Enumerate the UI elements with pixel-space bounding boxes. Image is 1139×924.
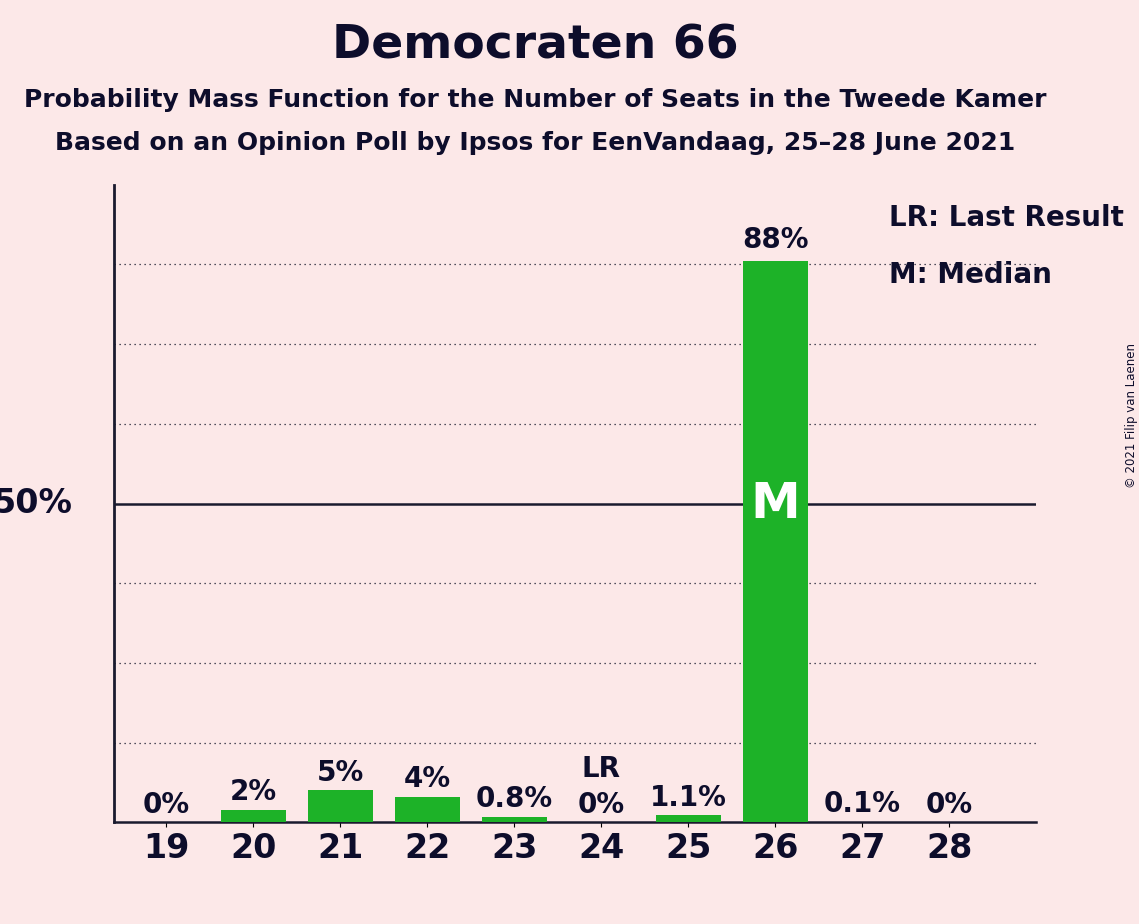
Text: 0.1%: 0.1%	[823, 790, 901, 818]
Bar	[743, 261, 808, 822]
Text: LR: LR	[582, 755, 621, 783]
Text: 4%: 4%	[403, 765, 451, 793]
Text: 1.1%: 1.1%	[650, 784, 727, 811]
Text: Based on an Opinion Poll by Ipsos for EenVandaag, 25–28 June 2021: Based on an Opinion Poll by Ipsos for Ee…	[55, 131, 1016, 155]
Text: © 2021 Filip van Laenen: © 2021 Filip van Laenen	[1124, 344, 1138, 488]
Text: LR: Last Result: LR: Last Result	[888, 204, 1123, 232]
Text: Probability Mass Function for the Number of Seats in the Tweede Kamer: Probability Mass Function for the Number…	[24, 88, 1047, 112]
Text: 2%: 2%	[230, 778, 277, 806]
Bar	[482, 817, 547, 822]
Bar	[394, 796, 460, 822]
Text: 50%: 50%	[0, 487, 73, 520]
Bar	[308, 791, 372, 822]
Bar	[221, 809, 286, 822]
Text: M: M	[751, 480, 801, 528]
Text: Democraten 66: Democraten 66	[331, 23, 739, 68]
Text: 0.8%: 0.8%	[476, 785, 552, 813]
Text: M: Median: M: Median	[888, 261, 1051, 289]
Text: 5%: 5%	[317, 759, 363, 786]
Text: 0%: 0%	[577, 791, 625, 819]
Bar	[656, 815, 721, 822]
Text: 0%: 0%	[926, 791, 973, 819]
Text: 88%: 88%	[743, 225, 809, 254]
Text: 0%: 0%	[142, 791, 190, 819]
